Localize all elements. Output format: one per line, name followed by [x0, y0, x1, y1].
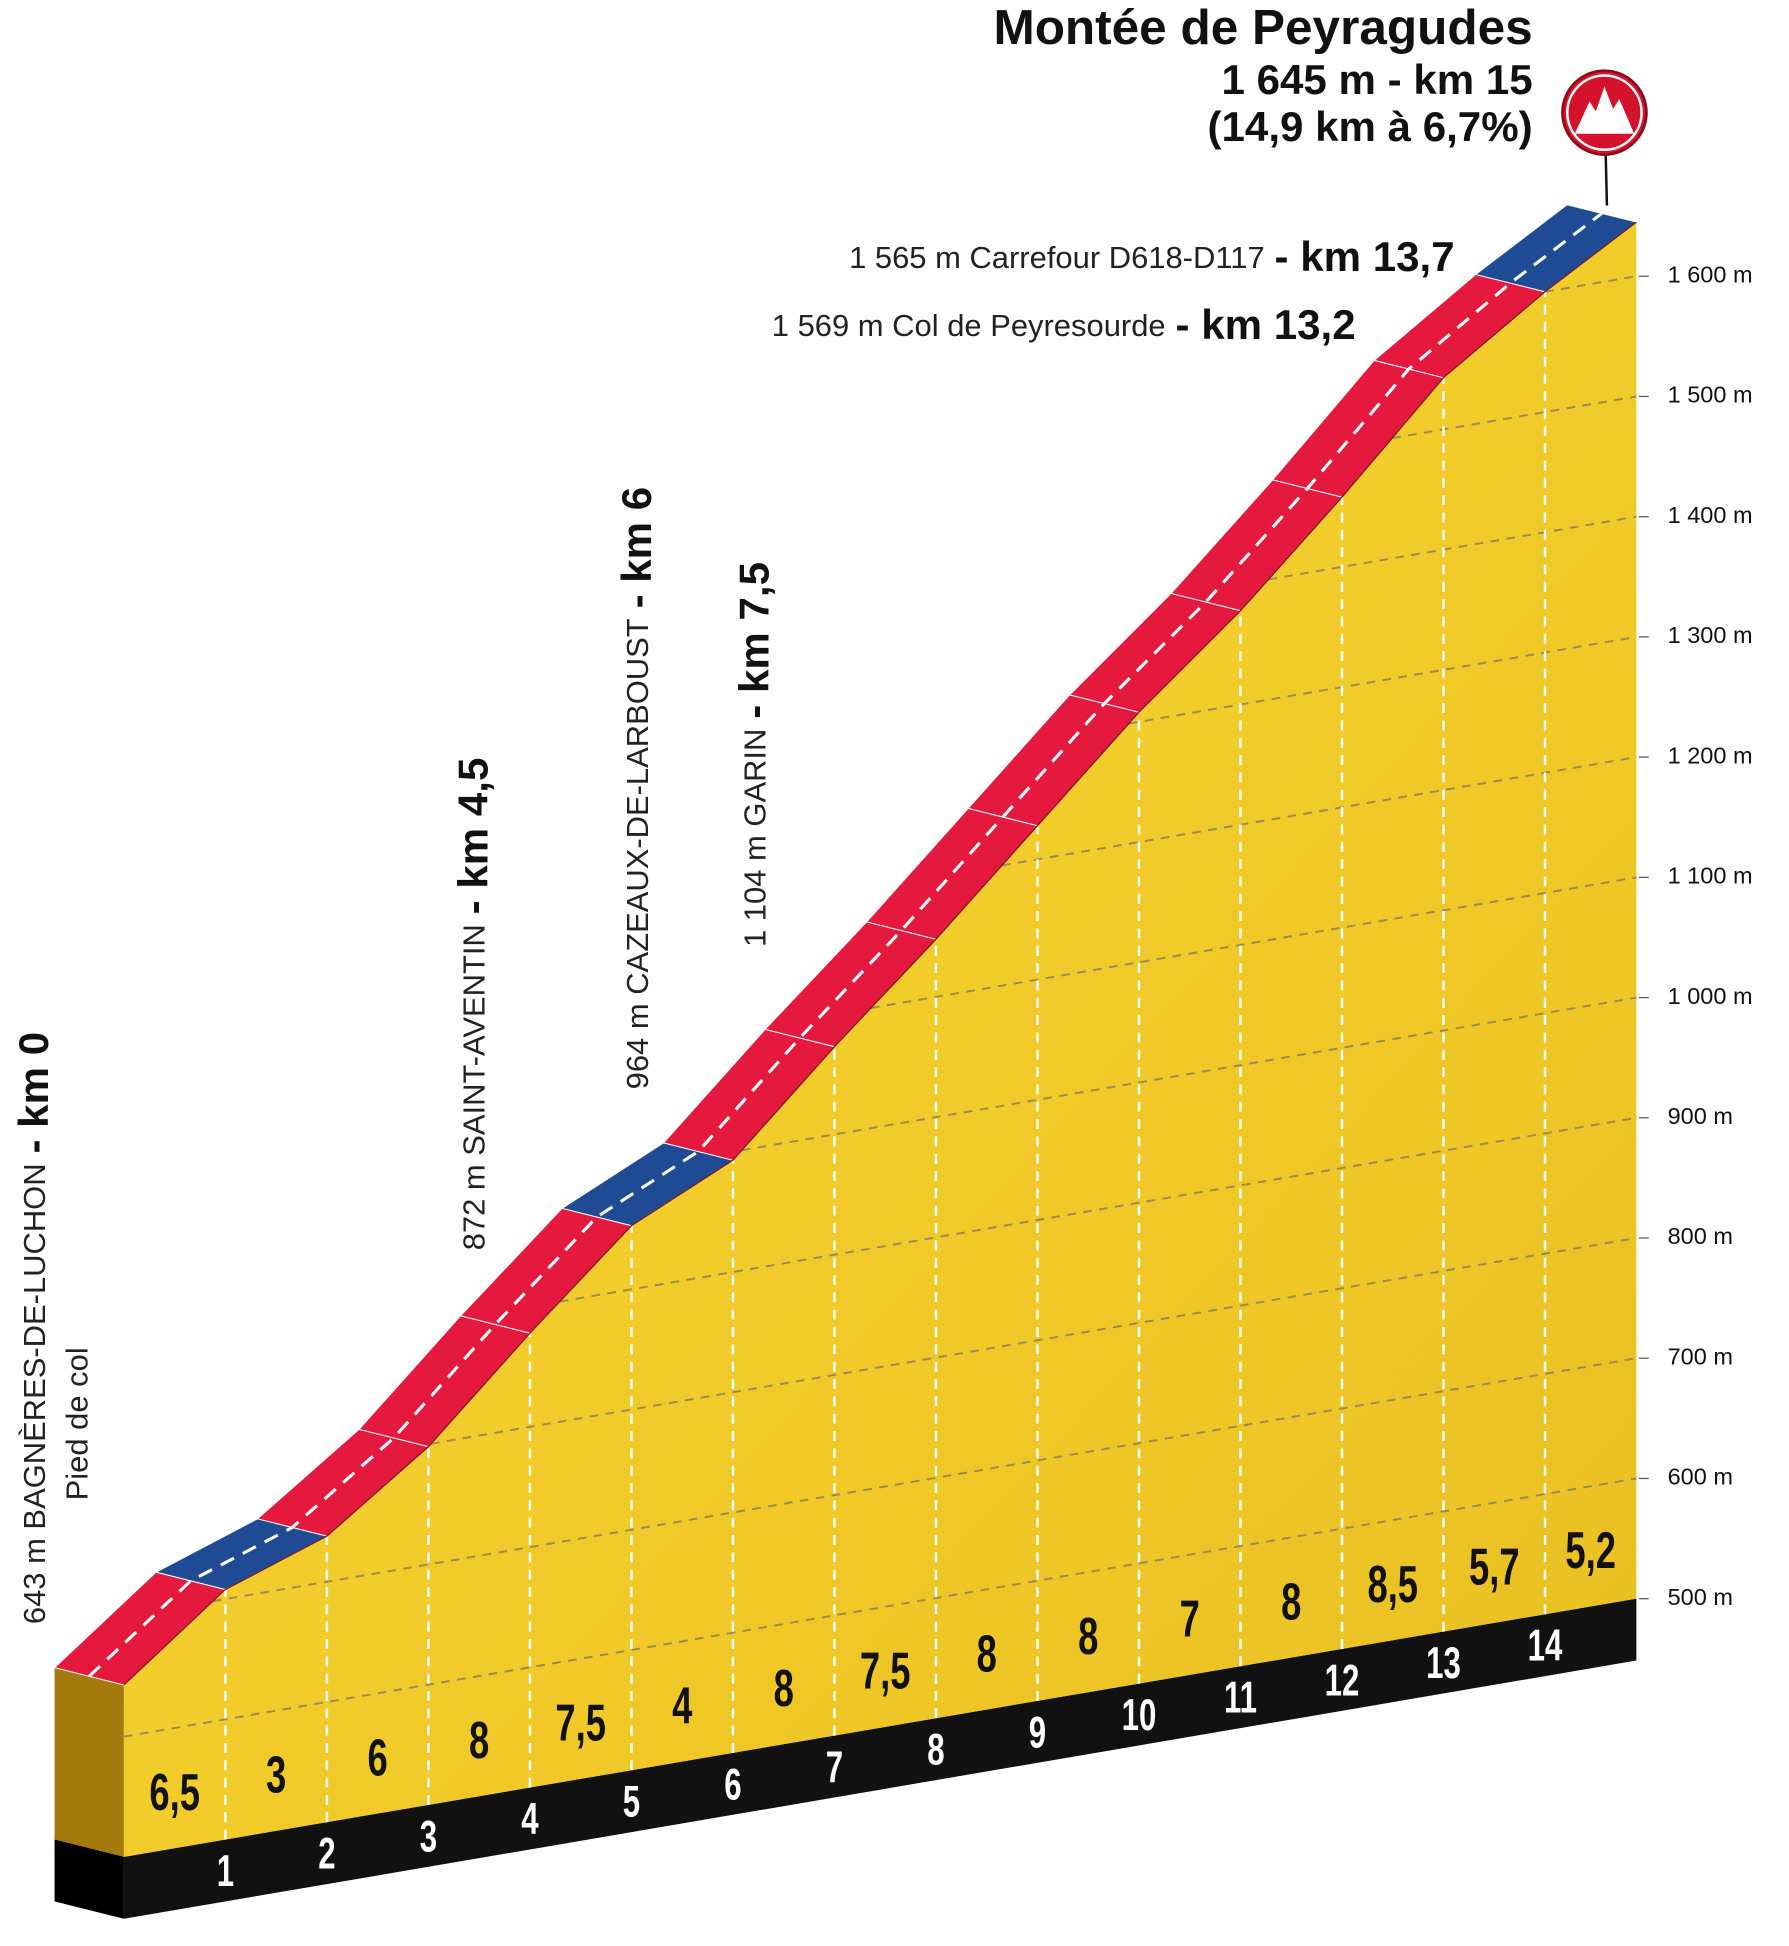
annotation: 964 m CAZEAUX-DE-LARBOUST - km 6	[613, 487, 660, 1090]
gradient-label: 5,7	[1469, 1537, 1520, 1596]
annotation-km: - km 6	[613, 487, 660, 609]
gradient-label: 5,2	[1565, 1521, 1616, 1580]
front-base	[123, 1598, 1637, 1919]
annotation: 1 104 m GARIN - km 7,5	[731, 562, 778, 947]
grid-line	[870, 876, 1637, 1009]
gradient-label: 6	[368, 1728, 388, 1787]
gradient-label: 3	[266, 1745, 286, 1804]
plot: 500 m 600 m 700 m 800 m 900 m 1 000 m 1 100 m 1…	[10, 204, 1753, 1919]
gradient-label: 8	[1078, 1607, 1098, 1666]
summit-mountain	[1574, 86, 1635, 134]
annotation-km: - km 13,7	[1275, 233, 1455, 280]
x-tick-label: 8	[927, 1725, 944, 1775]
x-tick-label: 5	[623, 1777, 640, 1827]
annotation-km: - km 13,2	[1176, 301, 1356, 348]
gradient-label: 8	[977, 1624, 997, 1683]
y-tick-label: 700 m	[1668, 1343, 1733, 1369]
y-tick-label: 1 200 m	[1668, 742, 1753, 768]
x-tick-label: 1	[217, 1847, 234, 1897]
x-tick-label: 10	[1122, 1691, 1157, 1741]
side-face	[54, 1667, 124, 1857]
y-tick-label: 1 300 m	[1668, 622, 1753, 648]
gradient-label: 7,5	[860, 1641, 911, 1700]
annotation-place: 643 m BAGNÈRES-DE-LUCHON	[17, 1163, 52, 1624]
y-tick-label: 900 m	[1668, 1103, 1733, 1129]
grid-line	[1001, 756, 1637, 867]
annotation-note: Pied de col	[60, 1347, 95, 1500]
grid-line	[1128, 635, 1637, 725]
x-tick-label: 6	[724, 1760, 741, 1810]
grid-line	[741, 996, 1637, 1152]
x-tick-label: 11	[1224, 1673, 1257, 1723]
profile-line	[123, 221, 1637, 1686]
annotation-place: 1 565 m Carrefour D618-D117	[849, 240, 1265, 275]
y-tick-label: 600 m	[1668, 1464, 1733, 1490]
gradient-label: 8	[469, 1710, 489, 1769]
y-tick-label: 500 m	[1668, 1584, 1733, 1610]
gradient-label: 8	[774, 1658, 794, 1717]
annotation-place: 872 m SAINT-AVENTIN	[457, 924, 492, 1250]
annotation: 643 m BAGNÈRES-DE-LUCHON - km 0	[10, 1032, 57, 1624]
gradient-label: 6,5	[149, 1762, 200, 1821]
annotation: 872 m SAINT-AVENTIN - km 4,5	[450, 758, 497, 1251]
x-tick-label: 9	[1029, 1708, 1046, 1758]
annotation-km: - km 7,5	[731, 562, 778, 719]
annotation-km: - km 0	[10, 1032, 57, 1154]
gradient-label: 4	[672, 1676, 692, 1735]
x-tick-label: 3	[420, 1812, 437, 1862]
gradient-label: 8	[1281, 1572, 1301, 1631]
grid-line	[559, 1116, 1637, 1303]
gradient-label: 8,5	[1367, 1555, 1418, 1614]
grid-line	[123, 1477, 1637, 1738]
annotation: 1 569 m Col de Peyresourde - km 13,2	[772, 301, 1356, 348]
y-tick-label: 1 000 m	[1668, 983, 1753, 1009]
annotation: 1 565 m Carrefour D618-D117 - km 13,7	[849, 233, 1455, 280]
chart-summary: (14,9 km à 6,7%)	[1208, 103, 1533, 150]
x-tick-label: 4	[521, 1795, 539, 1845]
annotation-place: 964 m CAZEAUX-DE-LARBOUST	[620, 618, 655, 1089]
ribbon-center	[88, 212, 1603, 1678]
x-tick-label: 7	[826, 1743, 843, 1793]
grid-line	[1268, 515, 1637, 581]
gradient-label: 7,5	[555, 1693, 606, 1752]
x-tick-label: 12	[1325, 1656, 1360, 1706]
x-tick-label: 14	[1528, 1621, 1563, 1671]
profile-area	[123, 222, 1637, 1857]
x-tick-label: 13	[1426, 1639, 1461, 1689]
y-tick-label: 800 m	[1668, 1223, 1733, 1249]
annotation-place: 1 104 m GARIN	[738, 729, 773, 947]
annotation-km: - km 4,5	[450, 758, 497, 915]
grid-line	[430, 1237, 1637, 1445]
y-tick-label: 1 500 m	[1668, 382, 1753, 408]
y-tick-label: 1 400 m	[1668, 502, 1753, 528]
chart-subtitle: 1 645 m - km 15	[1222, 56, 1533, 103]
side-base	[54, 1839, 124, 1919]
summit-pole	[1604, 153, 1609, 206]
gradient-label: 7	[1180, 1589, 1200, 1648]
x-tick-label: 2	[318, 1829, 335, 1879]
annotation-place: 1 569 m Col de Peyresourde	[772, 308, 1166, 343]
y-tick-label: 1 100 m	[1668, 863, 1753, 889]
chart-title: Montée de Peyragudes	[993, 0, 1532, 55]
summit-icon-ring	[1566, 74, 1643, 152]
y-tick-label: 1 600 m	[1668, 261, 1753, 287]
